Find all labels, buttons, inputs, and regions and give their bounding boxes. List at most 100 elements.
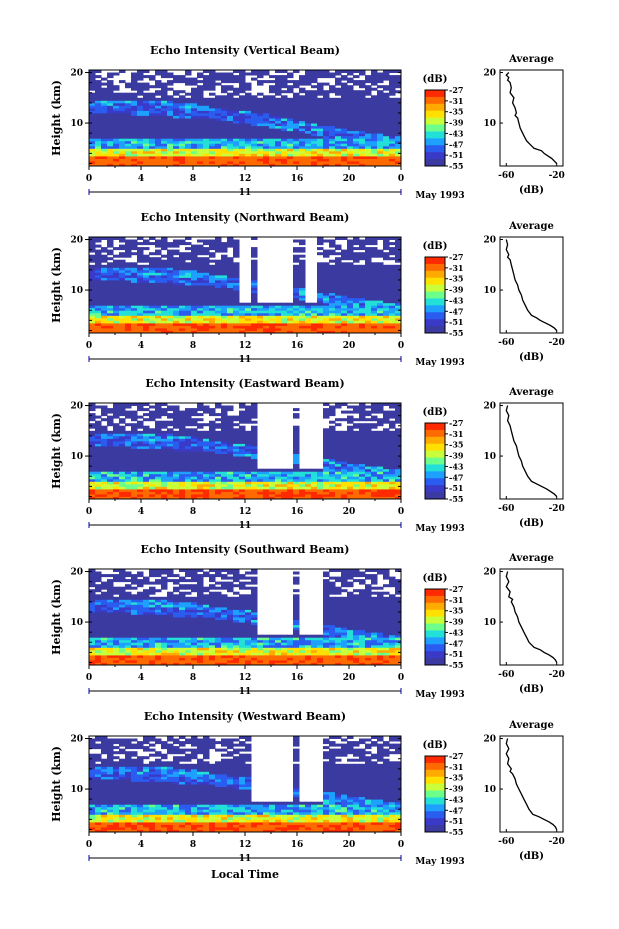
heatmap-cell <box>143 259 150 263</box>
heatmap-cell <box>215 312 222 316</box>
heatmap-cell <box>221 478 228 482</box>
heatmap-cell <box>329 425 336 429</box>
heatmap-cell <box>119 440 126 444</box>
heatmap-cell <box>197 112 204 116</box>
heatmap-cell <box>167 264 174 268</box>
heatmap-cell <box>275 143 282 147</box>
heatmap-cell <box>311 496 318 500</box>
heatmap-cell <box>239 133 246 137</box>
heatmap-cell <box>329 145 336 149</box>
heatmap-cell <box>239 325 246 329</box>
heatmap-cell <box>143 153 150 157</box>
heatmap-cell <box>125 461 132 465</box>
heatmap-cell <box>353 461 360 465</box>
heatmap-cell <box>269 493 276 497</box>
heatmap-cell <box>227 110 234 114</box>
heatmap-cell <box>389 315 396 319</box>
heatmap-cell <box>365 486 372 490</box>
heatmap-cell <box>269 160 276 164</box>
heatmap-cell <box>185 320 192 324</box>
heatmap-cell <box>107 160 114 164</box>
heatmap-cell <box>245 413 252 417</box>
heatmap-cell <box>251 315 258 319</box>
heatmap-cell <box>299 317 306 321</box>
heatmap-cell <box>245 135 252 139</box>
heatmap-cell <box>119 300 126 304</box>
heatmap-cell <box>323 413 330 417</box>
heatmap-cell <box>389 133 396 137</box>
heatmap-cell <box>191 285 198 288</box>
heatmap-cell <box>101 120 108 124</box>
heatmap-cell <box>155 105 162 109</box>
heatmap-cell <box>269 312 276 316</box>
heatmap-cell <box>161 107 168 111</box>
heatmap-cell <box>269 320 276 324</box>
heatmap-cell <box>137 486 144 490</box>
heatmap-cell <box>257 92 264 96</box>
heatmap-cell <box>341 133 348 137</box>
heatmap-cell <box>311 325 318 329</box>
heatmap-cell <box>149 140 156 144</box>
heatmap-cell <box>305 330 312 334</box>
heatmap-cell <box>323 307 330 311</box>
heatmap-cell <box>395 100 402 104</box>
heatmap-cell <box>107 138 114 142</box>
heatmap-cell <box>341 330 348 334</box>
heatmap-cell <box>383 92 390 96</box>
heatmap-cell <box>305 310 312 314</box>
heatmap-cell <box>359 320 366 324</box>
heatmap-cell <box>197 430 204 434</box>
heatmap-cell <box>173 478 180 482</box>
heatmap-cell <box>395 102 402 106</box>
heatmap-cell <box>353 107 360 111</box>
heatmap-cell <box>137 451 144 454</box>
heatmap-cell <box>359 267 366 271</box>
heatmap-cell <box>221 75 228 79</box>
heatmap-cell <box>131 75 138 79</box>
heatmap-cell <box>323 262 330 266</box>
heatmap-cell <box>215 305 222 309</box>
heatmap-cell <box>215 320 222 324</box>
heatmap-cell <box>95 310 102 314</box>
heatmap-cell <box>119 295 126 299</box>
heatmap-cell <box>377 471 384 475</box>
heatmap-cell <box>383 128 390 132</box>
heatmap-cell <box>89 279 96 283</box>
heatmap-cell <box>119 95 126 99</box>
heatmap-cell <box>329 269 336 273</box>
heatmap-cell <box>359 145 366 149</box>
heatmap-cell <box>239 438 246 442</box>
heatmap-cell <box>371 496 378 500</box>
heatmap-cell <box>101 82 108 86</box>
heatmap-cell <box>239 95 246 99</box>
heatmap-cell <box>155 430 162 434</box>
heatmap-cell <box>275 496 282 500</box>
heatmap-cell <box>329 496 336 500</box>
heatmap-cell <box>89 300 96 304</box>
heatmap-cell <box>299 290 306 294</box>
heatmap-cell <box>185 285 192 288</box>
heatmap-cell <box>125 438 132 442</box>
heatmap-cell <box>245 143 252 147</box>
heatmap-cell <box>167 279 174 283</box>
heatmap-cell <box>293 120 300 124</box>
heatmap-cell <box>215 264 222 268</box>
heatmap-cell <box>245 440 252 444</box>
heatmap-cell <box>89 302 96 306</box>
heatmap-cell <box>227 486 234 490</box>
heatmap-cell <box>389 128 396 132</box>
heatmap-cell <box>221 110 228 114</box>
heatmap-cell <box>113 466 120 470</box>
heatmap-cell <box>371 468 378 472</box>
heatmap-cell <box>101 107 108 111</box>
heatmap-cell <box>305 315 312 319</box>
heatmap-cell <box>383 85 390 89</box>
heatmap-cell <box>209 330 216 334</box>
heatmap-cell <box>341 478 348 482</box>
heatmap-cell <box>203 112 210 116</box>
heatmap-cell <box>215 282 222 286</box>
heatmap-cell <box>293 310 300 314</box>
heatmap-cell <box>299 80 306 84</box>
heatmap-cell <box>149 302 156 306</box>
heatmap-cell <box>269 302 276 306</box>
